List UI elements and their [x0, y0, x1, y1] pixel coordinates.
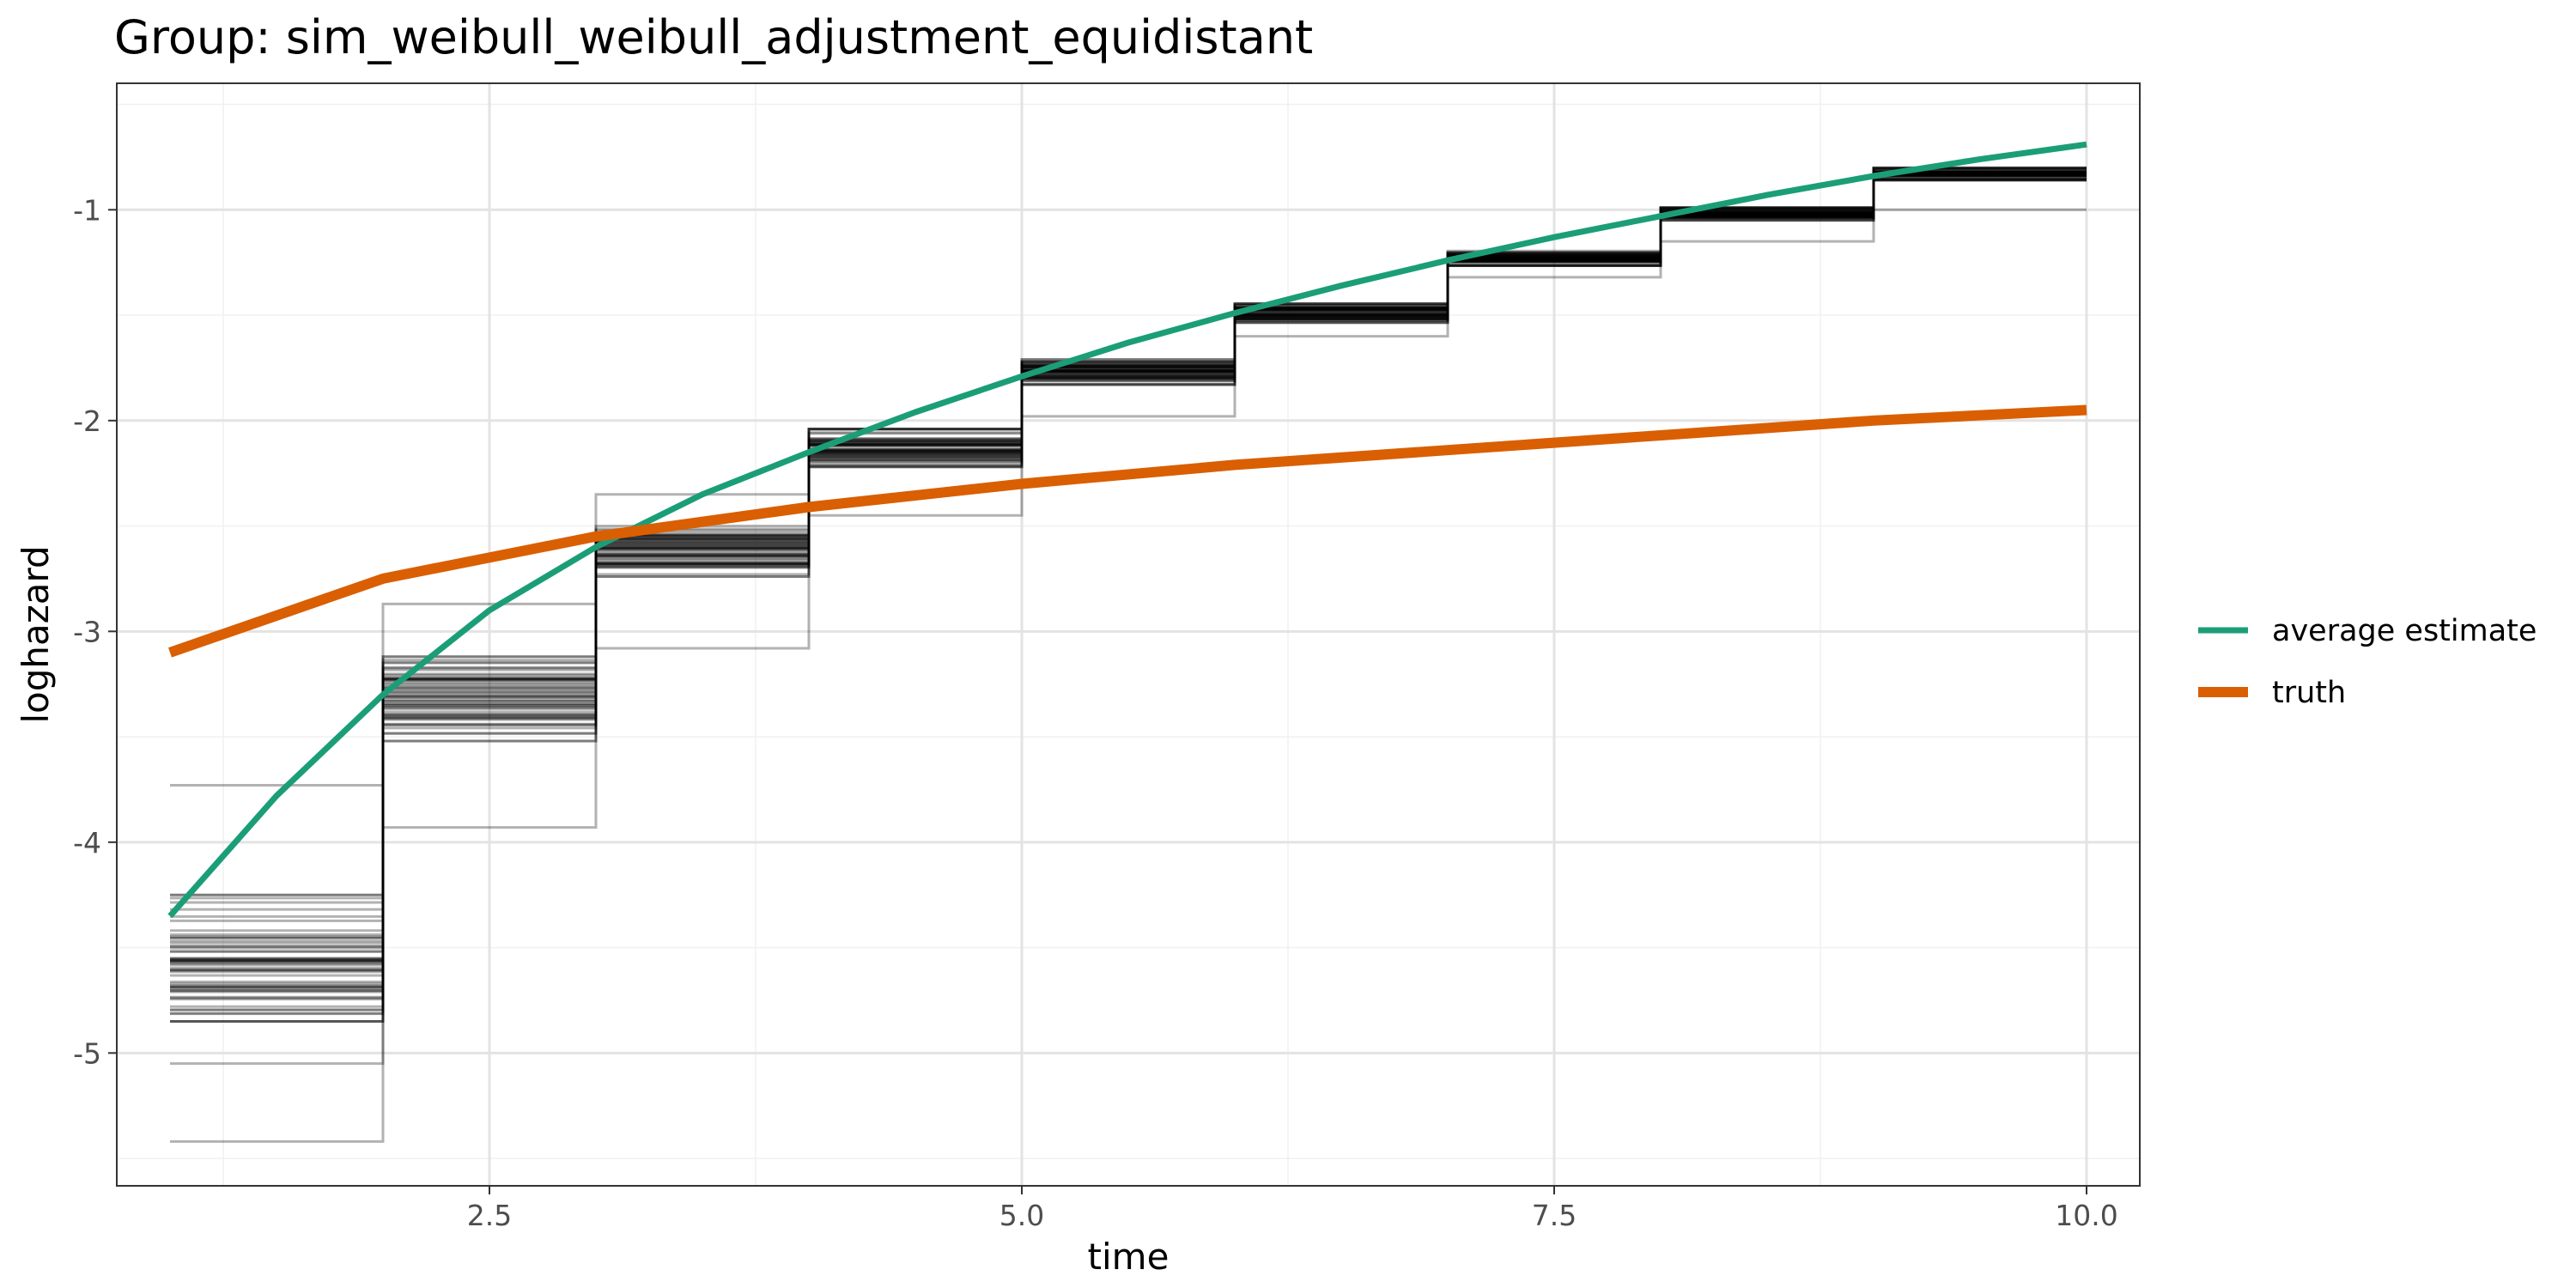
y-tick-label: -1 — [73, 193, 101, 227]
x-tick-label: 7.5 — [1532, 1199, 1577, 1232]
simulation-run-line — [170, 174, 2087, 911]
simulation-run-line — [170, 174, 2087, 1023]
simulation-run-line — [170, 173, 2087, 963]
x-tick-label: 5.0 — [999, 1199, 1044, 1232]
x-tick-label: 10.0 — [2055, 1199, 2117, 1232]
grid-lines — [117, 83, 2140, 1186]
simulation-run-line — [170, 171, 2087, 943]
simulation-run-line — [170, 179, 2087, 963]
y-axis-title: loghazard — [15, 545, 57, 723]
simulation-run-line — [170, 179, 2087, 971]
simulation-run-line — [170, 172, 2087, 948]
simulation-run-line — [170, 172, 2087, 1012]
simulation-run-line — [170, 173, 2087, 1066]
simulation-run-line — [170, 171, 2087, 988]
y-tick-label: -5 — [73, 1036, 101, 1070]
x-axis: 2.5 5.0 7.5 10.0 — [467, 1186, 2118, 1232]
simulation-run-line — [170, 174, 2087, 999]
series-lines — [167, 141, 2087, 919]
simulation-run-line — [170, 167, 2087, 969]
simulation-run-line — [170, 171, 2087, 918]
simulation-run-line — [170, 208, 2087, 787]
simulation-run-line — [170, 171, 2087, 992]
simulation-run-line — [170, 173, 2087, 986]
y-tick-label: -2 — [73, 404, 101, 438]
legend: average estimate truth — [2198, 614, 2537, 710]
simulation-run-line — [170, 177, 2087, 960]
series-line-average-estimate — [167, 141, 2087, 919]
legend-label-average-estimate: average estimate — [2272, 614, 2537, 648]
simulation-run-line — [170, 179, 2087, 1015]
y-axis: -5 -4 -3 -2 -1 — [73, 193, 117, 1070]
simulation-run-line — [170, 173, 2087, 988]
simulation-run-line — [170, 177, 2087, 900]
simulation-run-line — [170, 172, 2087, 953]
simulation-run-line — [170, 171, 2087, 961]
simulation-run-line — [170, 170, 2087, 999]
simulation-run-line — [170, 173, 2087, 1143]
legend-label-truth: truth — [2272, 676, 2346, 710]
simulation-run-line — [170, 172, 2087, 939]
simulation-run-line — [170, 173, 2087, 939]
simulation-run-line — [170, 171, 2087, 972]
simulation-run-line — [170, 179, 2087, 971]
plot-panel — [117, 83, 2140, 1186]
simulation-run-line — [170, 173, 2087, 977]
simulation-run-line — [170, 173, 2087, 989]
simulation-run-line — [170, 166, 2087, 950]
series-line-truth — [168, 404, 2087, 658]
simulation-run-line — [170, 168, 2087, 936]
simulation-run-line — [170, 169, 2087, 993]
x-axis-title: time — [1088, 1236, 1170, 1278]
simulation-run-line — [170, 167, 2087, 1012]
simulation-run-line — [170, 171, 2087, 983]
simulation-run-line — [170, 171, 2087, 964]
y-tick-label: -4 — [73, 826, 101, 860]
x-tick-label: 2.5 — [467, 1199, 512, 1232]
plot-panel-border — [116, 82, 2141, 1187]
simulation-run-line — [170, 170, 2087, 896]
simulation-run-line — [170, 167, 2087, 922]
simulation-run-line — [170, 178, 2087, 963]
y-tick-label: -3 — [73, 615, 101, 648]
simulation-run-line — [170, 168, 2087, 962]
chart-title: Group: sim_weibull_weibull_adjustment_eq… — [114, 10, 1313, 64]
simulation-run-line — [170, 170, 2087, 965]
simulation-run-line — [170, 173, 2087, 948]
simulation-run-line — [170, 174, 2087, 960]
